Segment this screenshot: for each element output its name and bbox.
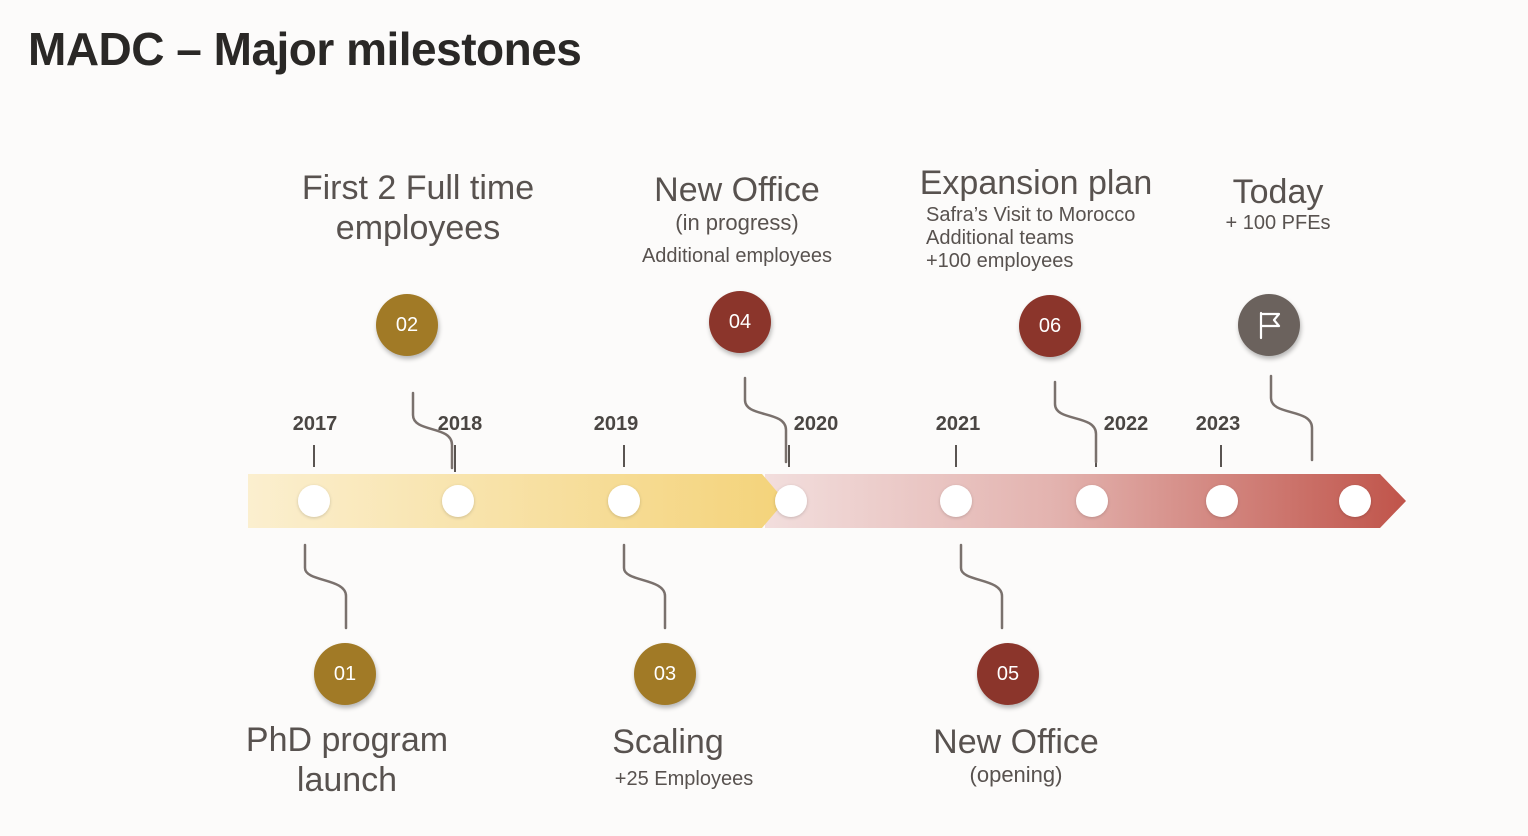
connector-03 (622, 543, 667, 630)
milestone-02-title-line: First 2 Full time (301, 169, 535, 207)
milestone-today-title: Today (1232, 173, 1324, 211)
year-label-2023: 2023 (1195, 413, 1241, 435)
year-label-2021: 2021 (935, 413, 981, 435)
milestone-06-title-block: Expansion plan (905, 163, 1167, 203)
milestone-02-title-line: employees (335, 209, 501, 247)
year-label-2020: 2020 (793, 413, 839, 435)
milestone-01-title-line: launch (296, 761, 398, 799)
milestone-03-sub-block: +25 Employees (594, 768, 774, 791)
milestone-badge-04: 04 (709, 291, 771, 353)
timeline-node (298, 485, 330, 517)
milestone-06-subtitle: +100 employees (926, 250, 1074, 272)
timeline-node (1076, 485, 1108, 517)
milestone-04-subtitle: Additional employees (641, 245, 833, 267)
milestone-04-text: New Office (in progress) Additional empl… (622, 170, 852, 268)
milestone-today-text: Today + 100 PFEs (1208, 172, 1348, 235)
milestone-badge-today (1238, 294, 1300, 356)
page-title: MADC – Major milestones (28, 23, 582, 75)
timeline-node (608, 485, 640, 517)
flag-icon (1259, 311, 1281, 340)
timeline-node (775, 485, 807, 517)
milestone-05-title: New Office (933, 723, 1099, 761)
milestone-02-text: First 2 Full time employees (278, 168, 558, 248)
connector-01 (303, 543, 348, 630)
timeline-node (1206, 485, 1238, 517)
year-label-2018: 2018 (437, 413, 483, 435)
connector-06 (1053, 380, 1098, 464)
milestone-03-title-block: Scaling (588, 722, 748, 762)
milestone-badge-05: 05 (977, 643, 1039, 705)
milestone-01-text: PhD program launch (222, 720, 472, 800)
milestone-06-sub-block: Safra’s Visit to Morocco Additional team… (926, 204, 1166, 273)
year-label-2019: 2019 (593, 413, 639, 435)
timeline-node (1339, 485, 1371, 517)
timeline-band-gold (248, 474, 785, 528)
milestone-03-title: Scaling (612, 723, 724, 761)
milestone-badge-03: 03 (634, 643, 696, 705)
connector-02 (411, 391, 454, 470)
milestone-05-subtitle: (opening) (969, 762, 1063, 787)
milestone-06-subtitle: Additional teams (926, 227, 1074, 249)
milestone-03-subtitle: +25 Employees (614, 768, 754, 790)
milestone-badge-01: 01 (314, 643, 376, 705)
milestone-badge-06: 06 (1019, 295, 1081, 357)
milestone-badge-02: 02 (376, 294, 438, 356)
connector-today (1269, 374, 1314, 462)
milestone-01-title-line: PhD program (245, 721, 449, 759)
timeline-node (442, 485, 474, 517)
milestone-04-subtitle: (in progress) (675, 210, 799, 235)
year-label-2022: 2022 (1103, 413, 1149, 435)
connector-05 (959, 543, 1004, 630)
year-label-2017: 2017 (292, 413, 338, 435)
milestone-04-title: New Office (654, 171, 820, 209)
timeline-node (940, 485, 972, 517)
connector-04 (743, 376, 788, 464)
milestone-06-subtitle: Safra’s Visit to Morocco (926, 204, 1136, 226)
milestone-06-title: Expansion plan (919, 164, 1153, 202)
milestone-today-subtitle: + 100 PFEs (1225, 212, 1331, 234)
milestone-05-text: New Office (opening) (901, 722, 1131, 788)
